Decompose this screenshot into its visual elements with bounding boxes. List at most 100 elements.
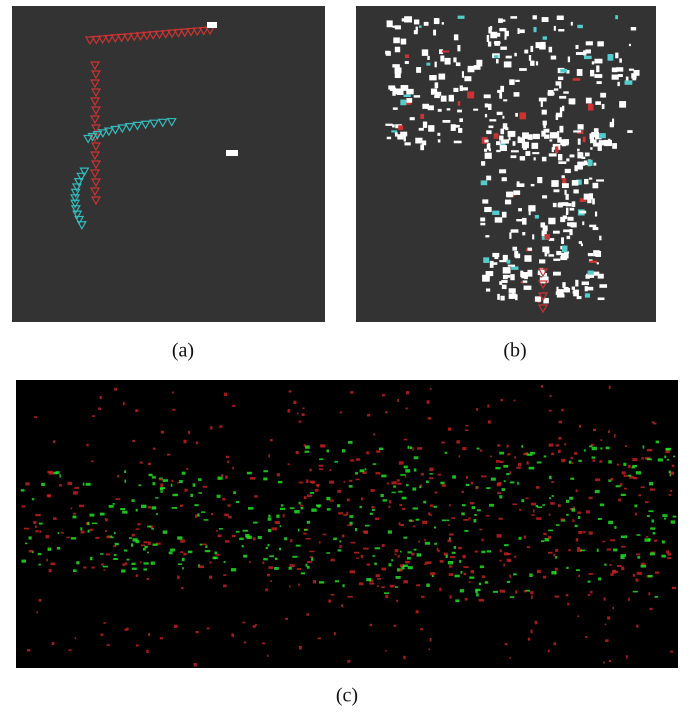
cloud-point: [178, 563, 182, 565]
cloud-point: [569, 497, 573, 500]
cloud-point: [29, 550, 33, 553]
cloud-point: [281, 504, 284, 506]
cloud-point: [624, 475, 628, 477]
cloud-point: [136, 644, 139, 646]
cloud-point: [35, 514, 40, 516]
cloud-point: [376, 574, 380, 577]
map-point: [442, 22, 444, 24]
map-point: [414, 19, 419, 24]
cloud-point: [98, 407, 101, 410]
cloud-point: [429, 473, 432, 475]
cloud-point: [370, 624, 372, 626]
cloud-point: [402, 508, 405, 510]
cloud-point: [318, 637, 321, 639]
cloud-point: [648, 510, 653, 512]
cloud-point: [21, 560, 26, 563]
map-point: [511, 229, 519, 232]
map-point: [548, 254, 554, 256]
map-point: [504, 61, 512, 67]
cloud-point: [124, 480, 126, 483]
map-point: [435, 82, 439, 88]
cloud-point: [124, 550, 127, 552]
cloud-point: [356, 557, 359, 559]
cloud-point: [306, 479, 309, 482]
map-point: [449, 95, 454, 102]
cloud-point: [215, 552, 218, 555]
cloud-point: [500, 560, 502, 562]
cloud-point: [597, 549, 599, 552]
cloud-point: [412, 447, 414, 450]
cloud-point: [328, 599, 331, 602]
cloud-point: [452, 552, 456, 554]
cloud-point: [518, 537, 521, 540]
map-point: [549, 47, 552, 53]
cloud-point: [365, 468, 367, 470]
cloud-point: [198, 492, 202, 494]
cloud-point: [90, 557, 92, 560]
map-point: [592, 61, 595, 64]
map-point: [515, 294, 517, 300]
cloud-point: [384, 592, 389, 594]
cloud-point: [210, 561, 212, 563]
cloud-point: [429, 468, 433, 471]
cloud-point: [144, 546, 147, 548]
map-point: [583, 50, 586, 55]
cloud-point: [468, 517, 470, 519]
cloud-point: [442, 484, 446, 487]
cloud-point: [637, 572, 642, 575]
cloud-point: [29, 536, 32, 539]
map-point: [499, 92, 502, 99]
cloud-point: [385, 595, 388, 598]
map-point: [595, 101, 601, 105]
cloud-point: [301, 572, 305, 574]
map-point: [553, 259, 560, 261]
map-point: [429, 75, 436, 80]
cloud-point: [610, 539, 615, 541]
cloud-point: [419, 486, 421, 488]
cloud-point: [463, 519, 468, 521]
cloud-point: [553, 554, 555, 556]
cloud-point: [297, 413, 299, 415]
cloud-point: [143, 562, 148, 564]
cloud-point: [174, 625, 177, 628]
cloud-point: [132, 568, 137, 570]
cloud-point: [485, 581, 489, 583]
map-point: [579, 241, 582, 244]
cloud-point: [375, 518, 379, 521]
cloud-point: [578, 575, 580, 577]
cloud-point: [589, 531, 593, 534]
cloud-point: [406, 391, 409, 394]
map-point: [555, 146, 558, 153]
map-point: [564, 190, 566, 195]
map-point: [392, 26, 395, 28]
map-point: [507, 192, 512, 197]
cloud-point: [319, 465, 324, 467]
cloud-point: [667, 553, 671, 556]
cloud-point: [661, 555, 665, 558]
cloud-point: [209, 576, 212, 579]
cloud-point: [79, 505, 84, 507]
cloud-point: [182, 558, 185, 561]
cloud-point: [319, 458, 323, 460]
cloud-point: [469, 576, 474, 578]
cloud-point: [298, 583, 300, 586]
cloud-point: [122, 563, 125, 566]
cloud-point: [448, 524, 450, 526]
map-point: [468, 68, 472, 70]
map-point: [438, 109, 442, 112]
map-point: [520, 29, 525, 33]
map-point: [558, 202, 562, 207]
cloud-point: [253, 522, 257, 524]
map-point: [513, 190, 520, 195]
cloud-point: [163, 530, 167, 533]
map-point: [420, 114, 424, 119]
map-point: [520, 112, 527, 119]
cloud-point: [507, 453, 510, 455]
cloud-point: [479, 583, 481, 585]
cloud-point: [604, 597, 606, 600]
cloud-point: [56, 471, 60, 474]
cloud-point: [319, 468, 323, 470]
cloud-point: [350, 391, 353, 394]
cloud-point: [198, 478, 202, 481]
cloud-point: [227, 504, 230, 506]
